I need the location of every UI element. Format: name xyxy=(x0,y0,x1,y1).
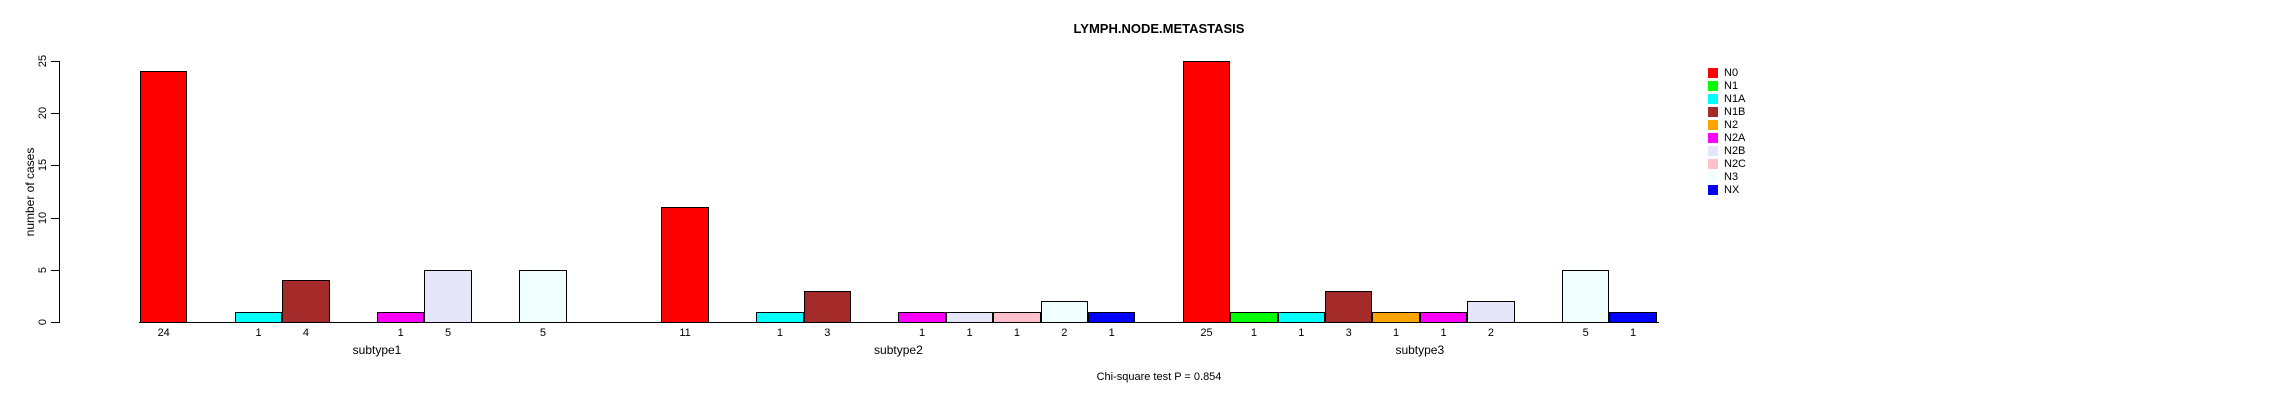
bar-count-label: 1 xyxy=(255,327,262,339)
legend-swatch xyxy=(1708,119,1718,130)
y-tick-label: 0 xyxy=(37,318,49,326)
bar xyxy=(1467,301,1515,323)
bar xyxy=(661,207,709,323)
y-tick-label: 10 xyxy=(37,211,49,224)
y-tick-label: 5 xyxy=(37,266,49,273)
bar-count-label: 1 xyxy=(1298,327,1305,339)
bar xyxy=(1040,301,1088,323)
bar-count-label: 1 xyxy=(1440,327,1447,339)
bar xyxy=(1277,311,1325,323)
bar xyxy=(234,311,283,323)
legend-swatch xyxy=(1708,185,1718,196)
y-axis-line xyxy=(59,61,60,323)
y-tick-mark xyxy=(51,269,59,271)
bar xyxy=(993,311,1041,323)
y-tick-mark xyxy=(51,217,59,219)
bar-count-label: 3 xyxy=(824,327,831,339)
bar xyxy=(282,280,330,323)
legend-label: N2B xyxy=(1724,144,1746,157)
legend-label: N2C xyxy=(1724,158,1747,171)
group-label: subtype3 xyxy=(1395,343,1445,357)
bar xyxy=(1609,311,1657,323)
bar-count-label: 1 xyxy=(1108,327,1115,339)
bar-count-label: 5 xyxy=(445,327,452,339)
bar-count-label: 1 xyxy=(1630,327,1637,339)
bar-count-label: 1 xyxy=(1250,327,1257,339)
legend-label: N2 xyxy=(1724,118,1739,131)
legend-swatch xyxy=(1708,93,1718,104)
bar xyxy=(519,269,567,323)
legend-swatch xyxy=(1708,80,1718,91)
legend-label: N0 xyxy=(1724,66,1739,79)
y-tick-mark xyxy=(51,322,59,323)
legend-label: N1A xyxy=(1724,92,1746,105)
bar-count-label: 1 xyxy=(1393,327,1400,339)
bar-count-label: 1 xyxy=(776,327,783,339)
bar xyxy=(1372,311,1420,323)
bar xyxy=(945,311,994,323)
bar-count-label: 1 xyxy=(966,327,973,339)
group-label: subtype1 xyxy=(352,343,402,357)
y-tick-label: 25 xyxy=(37,54,49,68)
bar-count-label: 11 xyxy=(679,327,691,339)
y-tick-mark xyxy=(51,61,59,62)
y-tick-mark xyxy=(51,165,59,167)
y-tick-mark xyxy=(51,113,59,115)
bar-count-label: 4 xyxy=(302,327,309,339)
y-axis-title: number of cases xyxy=(23,147,37,237)
bar-count-label: 2 xyxy=(1061,327,1068,339)
legend-label: N1B xyxy=(1724,105,1746,118)
bar-count-label: 1 xyxy=(397,327,404,339)
bar-count-label: 1 xyxy=(919,327,926,339)
bar xyxy=(1230,311,1278,323)
bar-count-label: 5 xyxy=(1582,327,1589,339)
legend-swatch xyxy=(1708,106,1718,117)
legend-swatch xyxy=(1708,159,1718,170)
legend-swatch xyxy=(1708,67,1718,78)
legend-label: N2A xyxy=(1724,131,1746,144)
legend-label: N1 xyxy=(1724,79,1739,92)
bar xyxy=(756,311,804,323)
legend-label: NX xyxy=(1724,184,1740,197)
bar xyxy=(1562,269,1610,323)
bar xyxy=(424,269,472,323)
bar xyxy=(140,71,188,323)
chart-title: LYMPH.NODE.METASTASIS xyxy=(1073,21,1245,36)
y-tick-label: 15 xyxy=(37,159,49,172)
bar xyxy=(377,311,425,323)
bar-count-label: 24 xyxy=(157,327,170,339)
bar xyxy=(1419,311,1468,323)
y-tick-label: 20 xyxy=(37,107,49,120)
bar-count-label: 1 xyxy=(1013,327,1020,339)
bar xyxy=(1182,61,1231,323)
bar xyxy=(1088,311,1136,323)
bar-count-label: 5 xyxy=(539,327,546,339)
bar xyxy=(803,290,851,323)
group-label: subtype2 xyxy=(874,343,923,357)
bar-count-label: 2 xyxy=(1487,327,1494,339)
bar xyxy=(898,311,946,323)
bar xyxy=(1325,290,1373,323)
legend-swatch xyxy=(1708,172,1718,183)
legend-swatch xyxy=(1708,145,1718,156)
bar-count-label: 25 xyxy=(1200,327,1213,339)
bar-count-label: 3 xyxy=(1345,327,1352,339)
footnote: Chi-square test P = 0.854 xyxy=(1096,371,1222,383)
legend-swatch xyxy=(1708,132,1718,143)
legend-label: N3 xyxy=(1724,171,1739,184)
